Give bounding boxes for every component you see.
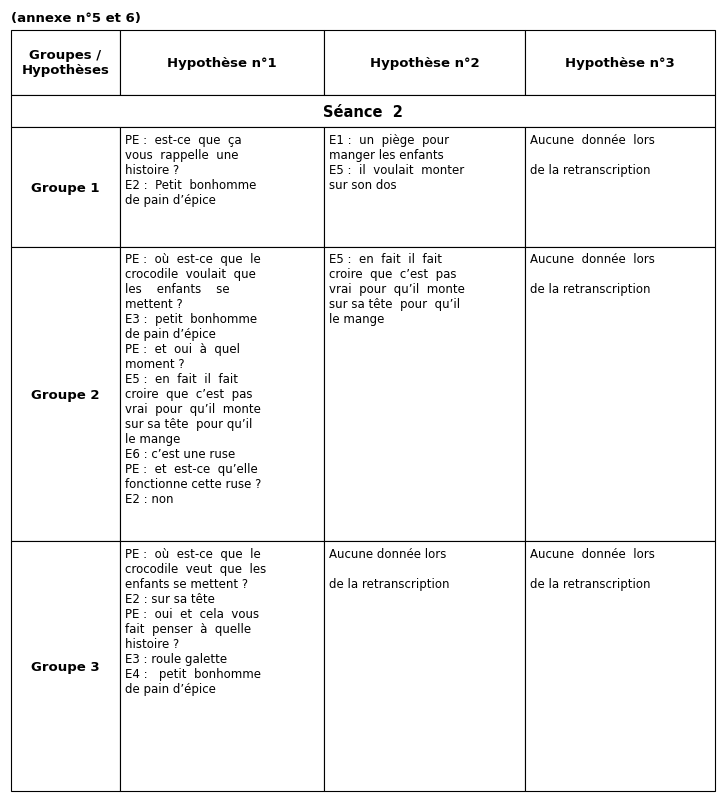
Text: PE :  où  est-ce  que  le
crocodile  voulait  que
les    enfants    se
mettent ?: PE : où est-ce que le crocodile voulait … <box>125 253 261 506</box>
Text: E5 :  en  fait  il  fait
croire  que  c’est  pas
vrai  pour  qu’il  monte
sur sa: E5 : en fait il fait croire que c’est pa… <box>329 253 466 326</box>
Text: Aucune  donnée  lors

de la retranscription: Aucune donnée lors de la retranscription <box>530 134 655 177</box>
Bar <box>11 128 120 247</box>
Bar <box>525 31 715 96</box>
Bar <box>324 31 525 96</box>
Text: E1 :  un  piège  pour
manger les enfants
E5 :  il  voulait  monter
sur son dos: E1 : un piège pour manger les enfants E5… <box>329 134 465 192</box>
Bar <box>324 128 525 247</box>
Bar <box>11 247 120 542</box>
Text: Aucune  donnée  lors

de la retranscription: Aucune donnée lors de la retranscription <box>530 548 655 590</box>
Bar <box>11 542 120 791</box>
Bar <box>525 128 715 247</box>
Bar <box>120 31 324 96</box>
Text: PE :  où  est-ce  que  le
crocodile  veut  que  les
enfants se mettent ?
E2 : su: PE : où est-ce que le crocodile veut que… <box>125 548 266 695</box>
Bar <box>120 128 324 247</box>
Bar <box>324 247 525 542</box>
Text: Aucune  donnée  lors

de la retranscription: Aucune donnée lors de la retranscription <box>530 253 655 296</box>
Bar <box>11 96 715 128</box>
Bar <box>120 247 324 542</box>
Text: Hypothèse n°2: Hypothèse n°2 <box>370 57 479 70</box>
Bar <box>525 542 715 791</box>
Text: Séance  2: Séance 2 <box>323 104 403 120</box>
Text: Hypothèse n°1: Hypothèse n°1 <box>167 57 277 70</box>
Text: Groupe 1: Groupe 1 <box>31 181 100 194</box>
Bar <box>525 247 715 542</box>
Text: Groupe 3: Groupe 3 <box>31 660 100 673</box>
Text: Hypothèse n°3: Hypothèse n°3 <box>565 57 675 70</box>
Bar <box>11 31 120 96</box>
Text: Groupes /
Hypothèses: Groupes / Hypothèses <box>22 49 109 77</box>
Bar <box>324 542 525 791</box>
Text: Groupe 2: Groupe 2 <box>31 388 100 401</box>
Text: (annexe n°5 et 6): (annexe n°5 et 6) <box>11 12 140 25</box>
Bar <box>120 542 324 791</box>
Text: Aucune donnée lors

de la retranscription: Aucune donnée lors de la retranscription <box>329 548 450 590</box>
Text: PE :  est-ce  que  ça
vous  rappelle  une
histoire ?
E2 :  Petit  bonhomme
de pa: PE : est-ce que ça vous rappelle une his… <box>125 134 256 207</box>
